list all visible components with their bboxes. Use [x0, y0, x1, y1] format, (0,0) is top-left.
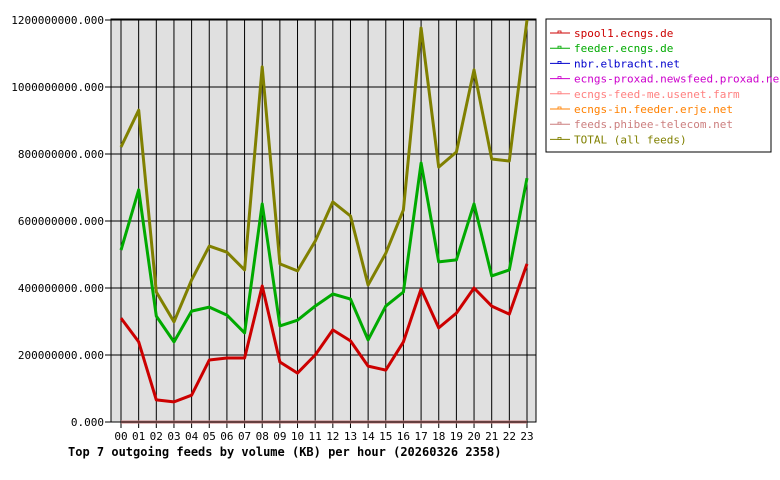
- series-line-7: [119, 19, 529, 324]
- chart-title: Top 7 outgoing feeds by volume (KB) per …: [68, 445, 501, 459]
- legend-label: ecngs-feed-me.usenet.farm: [574, 88, 740, 101]
- legend-marker: [557, 30, 562, 34]
- x-tick-label: 21: [485, 430, 498, 443]
- x-tick-label: 10: [291, 430, 304, 443]
- legend-label: ecngs-proxad.newsfeed.proxad.net: [574, 73, 780, 86]
- x-tick-label: 23: [520, 430, 533, 443]
- y-tick-label: 200000000.000: [18, 349, 104, 362]
- x-tick-label: 22: [503, 430, 516, 443]
- legend: spool1.ecngs.de feeder.ecngs.de nbr.elbrac…: [550, 27, 780, 146]
- legend-marker: [557, 136, 562, 140]
- legend-marker: [557, 106, 562, 110]
- y-tick-label: 0.000: [71, 416, 104, 429]
- x-tick-label: 19: [450, 430, 463, 443]
- plot-frame: [110, 18, 537, 423]
- grid: [105, 19, 536, 428]
- x-tick-label: 12: [326, 430, 339, 443]
- x-tick-label: 09: [273, 430, 286, 443]
- legend-label: TOTAL (all feeds): [574, 133, 687, 146]
- x-tick-label: 06: [220, 430, 233, 443]
- x-tick-label: 04: [185, 430, 199, 443]
- x-tick-label: 05: [203, 430, 216, 443]
- x-tick-label: 13: [344, 430, 357, 443]
- series-line-0: [119, 263, 529, 404]
- y-tick-label: 1200000000.000: [11, 14, 104, 27]
- y-tick-label: 800000000.000: [18, 148, 104, 161]
- legend-label: spool1.ecngs.de: [574, 27, 673, 40]
- legend-marker: [557, 61, 562, 64]
- x-tick-label: 18: [432, 430, 445, 443]
- x-tick-label: 08: [256, 430, 269, 443]
- legend-box: [545, 18, 772, 153]
- x-tick-label: 14: [362, 430, 376, 443]
- legend-label: ecngs-in.feeder.erje.net: [574, 103, 733, 116]
- y-tick-label: 600000000.000: [18, 215, 104, 228]
- x-tick-label: 07: [238, 430, 251, 443]
- x-tick-label: 02: [150, 430, 163, 443]
- legend-label: nbr.elbracht.net: [574, 57, 680, 70]
- x-tick-label: 16: [397, 430, 410, 443]
- x-tick-label: 20: [467, 430, 480, 443]
- y-tick-label: 400000000.000: [18, 282, 104, 295]
- x-axis: 00 01 02 03 04 05 06 07 08 09 10 11 12 13 14 15 16 17 18 19…: [114, 430, 533, 443]
- legend-marker: [557, 121, 562, 125]
- y-axis: 0.000 200000000.000 400000000.000 600000000…: [11, 14, 104, 429]
- x-tick-label: 15: [379, 430, 392, 443]
- legend-label: feeds.phibee-telecom.net: [574, 118, 733, 131]
- series-line-1: [119, 161, 529, 344]
- legend-marker: [557, 45, 562, 49]
- legend-marker: [557, 91, 562, 95]
- x-tick-label: 01: [132, 430, 145, 443]
- x-tick-label: 03: [167, 430, 180, 443]
- legend-label: feeder.ecngs.de: [574, 42, 673, 55]
- legend-marker: [557, 76, 562, 79]
- x-tick-label: 00: [114, 430, 127, 443]
- x-tick-label: 17: [414, 430, 427, 443]
- x-tick-label: 11: [309, 430, 322, 443]
- y-tick-label: 1000000000.000: [11, 81, 104, 94]
